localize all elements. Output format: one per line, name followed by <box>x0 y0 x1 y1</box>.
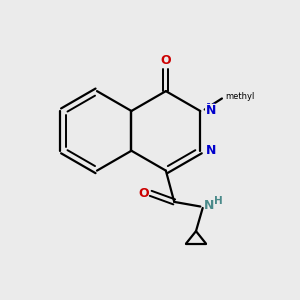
Text: N: N <box>206 144 216 157</box>
Text: N: N <box>204 199 214 212</box>
Text: N: N <box>206 102 216 115</box>
Text: O: O <box>138 187 149 200</box>
Text: N: N <box>206 104 216 118</box>
Text: O: O <box>160 54 171 67</box>
Text: methyl: methyl <box>225 92 254 101</box>
Text: H: H <box>214 196 223 206</box>
Text: N: N <box>206 144 216 157</box>
